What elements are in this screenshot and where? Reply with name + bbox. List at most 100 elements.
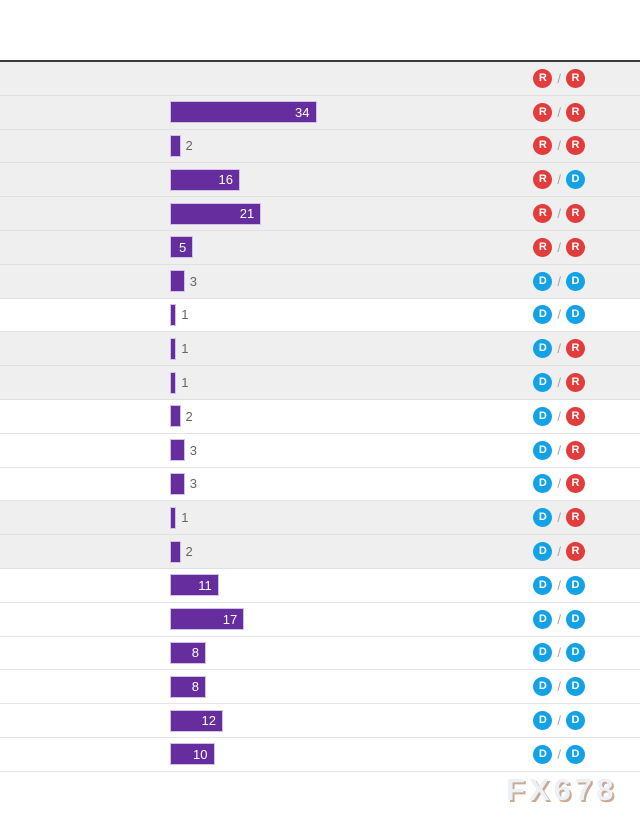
party-badge-first: D [533,711,553,731]
party-badges: R / R [533,231,585,264]
bar-value-label: 8 [191,645,199,661]
party-badge-first: D [533,339,553,359]
table-row: 10 D / D [0,737,640,772]
bar-area: 17 [170,608,640,631]
party-badge-first: R [533,68,553,88]
bar-value-label: 10 [193,746,208,762]
party-badge-first: D [533,406,553,426]
table-row: 21 R / R [0,197,640,231]
slash-separator: / [557,408,561,424]
bar-value-label-outside: 1 [181,307,189,323]
bar: 21 [170,202,262,225]
table-row: 5 R / R [0,230,640,265]
party-badges: D / R [533,332,585,365]
table-row: 34 R / R [0,95,640,130]
party-badges: D / D [533,603,585,636]
bar-chart-table: R / R 34 R / R 2 R / R [0,60,640,772]
slash-separator: / [557,544,561,560]
bar-area: 3 [170,270,640,293]
bar-area: 12 [170,709,640,732]
party-badge-second: R [566,204,585,224]
header-strip [0,0,640,60]
bar-area: 34 [170,101,640,124]
table-row: 1 D / R [0,501,640,536]
bar-value-label: 8 [191,679,199,695]
party-badge-first: D [533,542,553,562]
party-badge-second: R [566,440,585,460]
party-badge-first: D [533,609,553,629]
bar-area: 10 [170,743,640,766]
party-badges: R / R [533,96,585,129]
bar-value-label: 17 [222,611,238,627]
table-row: 17 D / D [0,602,640,637]
bar-area: 1 [170,303,640,326]
party-badge-first: R [533,136,553,156]
party-badges: D / R [533,400,585,433]
table-row: 11 D / D [0,568,640,603]
table-row: 2 D / R [0,535,640,569]
party-badge-second: D [566,575,585,595]
slash-separator: / [557,239,561,255]
party-badges: D / D [533,670,585,703]
table-row: 1 D / D [0,298,640,333]
bar-area: 21 [170,202,640,225]
party-badges: D / R [533,535,585,568]
bar-value-label-outside: 1 [181,341,189,357]
party-badge-first: D [533,474,553,494]
party-badge-second: R [566,373,585,393]
slash-separator: / [557,375,561,391]
bar [170,134,181,157]
bar-value-label: 21 [239,206,255,222]
party-badges: R / R [533,62,585,95]
bar-value-label-outside: 2 [185,138,193,154]
party-badge-first: D [533,440,553,460]
party-badge-first: R [533,204,553,224]
party-badge-first: D [533,373,553,393]
bar-area: 1 [170,371,640,394]
bar: 11 [170,574,219,597]
bar-value-label: 11 [198,577,212,593]
party-badges: D / D [533,738,585,771]
bar [170,371,177,394]
bar-area: 8 [170,675,640,698]
bar: 8 [170,641,206,664]
party-badge-first: R [533,237,553,257]
table-row: 3 D / R [0,433,640,468]
party-badge-second: D [566,643,585,663]
party-badges: D / D [533,265,585,298]
slash-separator: / [557,172,561,188]
bar-value-label-outside: 3 [189,273,197,289]
party-badge-second: R [566,339,585,359]
bar: 34 [170,101,317,124]
table-row: 2 R / R [0,129,640,164]
table-row: 1 D / R [0,332,640,367]
party-badges: R / R [533,197,585,230]
bar [170,303,177,326]
table-row: 8 D / D [0,670,640,705]
bar-area: 3 [170,472,640,495]
bar-area: 8 [170,641,640,664]
slash-separator: / [557,510,561,526]
bar-area: 16 [170,168,640,191]
slash-separator: / [557,70,561,86]
party-badge-second: R [566,102,585,122]
slash-separator: / [557,645,561,661]
watermark-fx678: FX678 [506,772,618,807]
party-badges: D / R [533,501,585,534]
party-badge-second: R [566,508,585,528]
party-badge-second: R [566,474,585,494]
slash-separator: / [557,442,561,458]
table-row: 12 D / D [0,704,640,738]
slash-separator: / [557,746,561,762]
bar [170,540,181,563]
slash-separator: / [557,341,561,357]
party-badge-first: R [533,170,553,190]
party-badge-second: R [566,136,585,156]
party-badge-second: D [566,271,585,291]
bar: 16 [170,168,240,191]
slash-separator: / [557,138,561,154]
slash-separator: / [557,679,561,695]
table-row: 2 D / R [0,399,640,434]
bar: 8 [170,675,206,698]
bar: 17 [170,608,245,631]
